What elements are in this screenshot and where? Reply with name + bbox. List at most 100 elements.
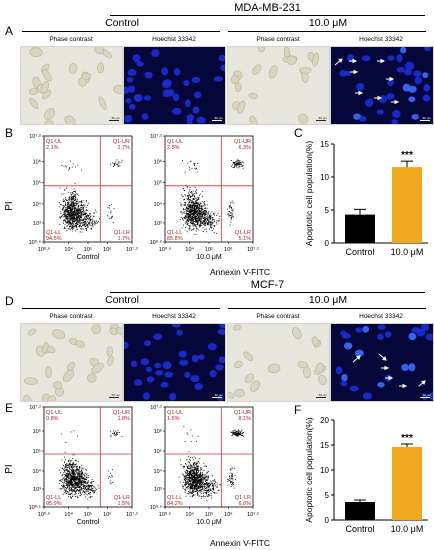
- nucleus: [130, 360, 138, 368]
- y-tick-label: 10⁴: [154, 201, 163, 208]
- x-tick-label: 10⁴: [185, 246, 194, 253]
- cell: [53, 381, 63, 390]
- quadrant-ul-value: 2.1%: [46, 145, 59, 151]
- cell: [87, 373, 97, 383]
- nucleus: [402, 83, 411, 92]
- nucleus: [423, 47, 432, 52]
- treatment-header: 10.0 μM: [308, 17, 348, 29]
- quadrant-lr-value: 5.1%: [238, 236, 251, 242]
- x-tick-label: 10⁷·²: [126, 246, 138, 253]
- cell: [27, 328, 37, 336]
- y-tick-label: 10⁷·²: [29, 133, 41, 140]
- nucleus: [341, 373, 348, 382]
- cell: [298, 113, 309, 124]
- nucleus: [197, 354, 205, 360]
- significance-marker: ***: [401, 150, 413, 161]
- y-tick-label: 10³: [33, 221, 41, 227]
- nucleus: [164, 371, 174, 378]
- scale-bar-label: 50 μm: [318, 393, 327, 397]
- y-tick-label: 10⁴: [33, 201, 42, 208]
- y-tick-label: 10⁰·⁶: [150, 239, 162, 246]
- nucleus: [408, 96, 416, 103]
- y-tick-label: 10⁶: [33, 428, 41, 435]
- hoechst-label: Hoechst 33342: [152, 313, 196, 320]
- nucleus: [353, 113, 362, 120]
- y-tick-label: 10⁷·²: [150, 404, 162, 411]
- quadrant-ll-label: Q1-LL: [167, 230, 182, 236]
- nuclei: [124, 324, 225, 401]
- nucleus: [218, 54, 225, 62]
- cell: [22, 394, 32, 401]
- y-tick-label: 10⁷·²: [29, 404, 41, 411]
- nucleus: [151, 49, 160, 58]
- treatment-rule: [228, 308, 426, 309]
- hoechst-image: 50 μm: [123, 46, 226, 125]
- scale-bar: [316, 397, 326, 398]
- quadrant-ur-value: 6.3%: [238, 145, 251, 151]
- quadrant-ul-label: Q1-UL: [46, 410, 62, 416]
- nucleus: [191, 76, 201, 83]
- scale-bar: [212, 120, 222, 121]
- cell: [44, 120, 54, 124]
- nucleus: [362, 325, 370, 333]
- nucleus: [362, 392, 372, 400]
- x-tick-label: 10⁶: [224, 246, 232, 253]
- cell: [249, 115, 258, 124]
- x-tick-label: 10⁴: [64, 511, 73, 518]
- quadrant-ul-label: Q1-UL: [167, 410, 183, 416]
- y-axis-label: PI: [4, 201, 15, 210]
- treatment-header: 10.0 μM: [308, 294, 348, 306]
- cell: [94, 47, 105, 55]
- control-rule: [22, 308, 220, 309]
- hoechst-image: 50 μm: [330, 323, 434, 402]
- quadrant-lr-label: Q1-LR: [235, 230, 251, 236]
- y-tick-label: 0: [325, 239, 330, 248]
- cell: [233, 360, 243, 369]
- y-tick-label: 10: [320, 466, 329, 475]
- cell: [268, 65, 278, 79]
- nucleus: [219, 329, 225, 336]
- quadrant-ur-value: 1.8%: [117, 416, 130, 422]
- hoechst-label: Hoechst 33342: [359, 313, 403, 320]
- nucleus: [400, 47, 407, 54]
- nucleus: [141, 113, 149, 120]
- nucleus: [127, 85, 136, 93]
- hoechst-image: 50 μm: [123, 323, 226, 402]
- y-tick-label: 20: [320, 416, 329, 425]
- cell-line-title: MDA-MB-231: [234, 2, 301, 14]
- nucleus: [377, 333, 384, 340]
- x-tick-label: 10⁴: [64, 246, 73, 253]
- nucleus: [377, 324, 386, 330]
- nucleus: [173, 68, 181, 76]
- bar-chart-f: 0 5 10 15 20 Apoptotic cell population(%) Cont…: [304, 416, 428, 534]
- y-axis-label: Apoptotic cell population(%): [304, 141, 314, 247]
- nucleus: [153, 333, 163, 340]
- plot-caption: Control: [77, 519, 100, 526]
- event-dots: [59, 429, 123, 500]
- nucleus: [142, 392, 150, 400]
- cell: [248, 92, 259, 99]
- nucleus: [184, 99, 191, 108]
- nucleus: [361, 55, 371, 62]
- quadrant-ur-value: 8.1%: [238, 416, 251, 422]
- nucleus: [146, 376, 155, 383]
- nucleus: [179, 359, 189, 366]
- x-tick-label: 10⁶: [103, 511, 111, 518]
- nucleus: [386, 93, 395, 100]
- cell: [237, 100, 246, 114]
- nucleus: [422, 72, 429, 79]
- cell: [42, 69, 52, 82]
- header-rule: [110, 15, 425, 16]
- nucleus: [162, 79, 172, 86]
- cell: [97, 62, 105, 74]
- cell: [29, 47, 43, 58]
- cell: [232, 324, 242, 331]
- scale-bar-label: 50 μm: [111, 393, 120, 397]
- cell: [228, 391, 235, 399]
- cell: [250, 380, 261, 392]
- nucleus: [155, 370, 164, 376]
- quadrant-ul-label: Q1-UL: [167, 139, 183, 145]
- y-tick-label: 10⁶: [154, 158, 162, 165]
- cell: [318, 375, 327, 386]
- nucleus: [194, 382, 203, 390]
